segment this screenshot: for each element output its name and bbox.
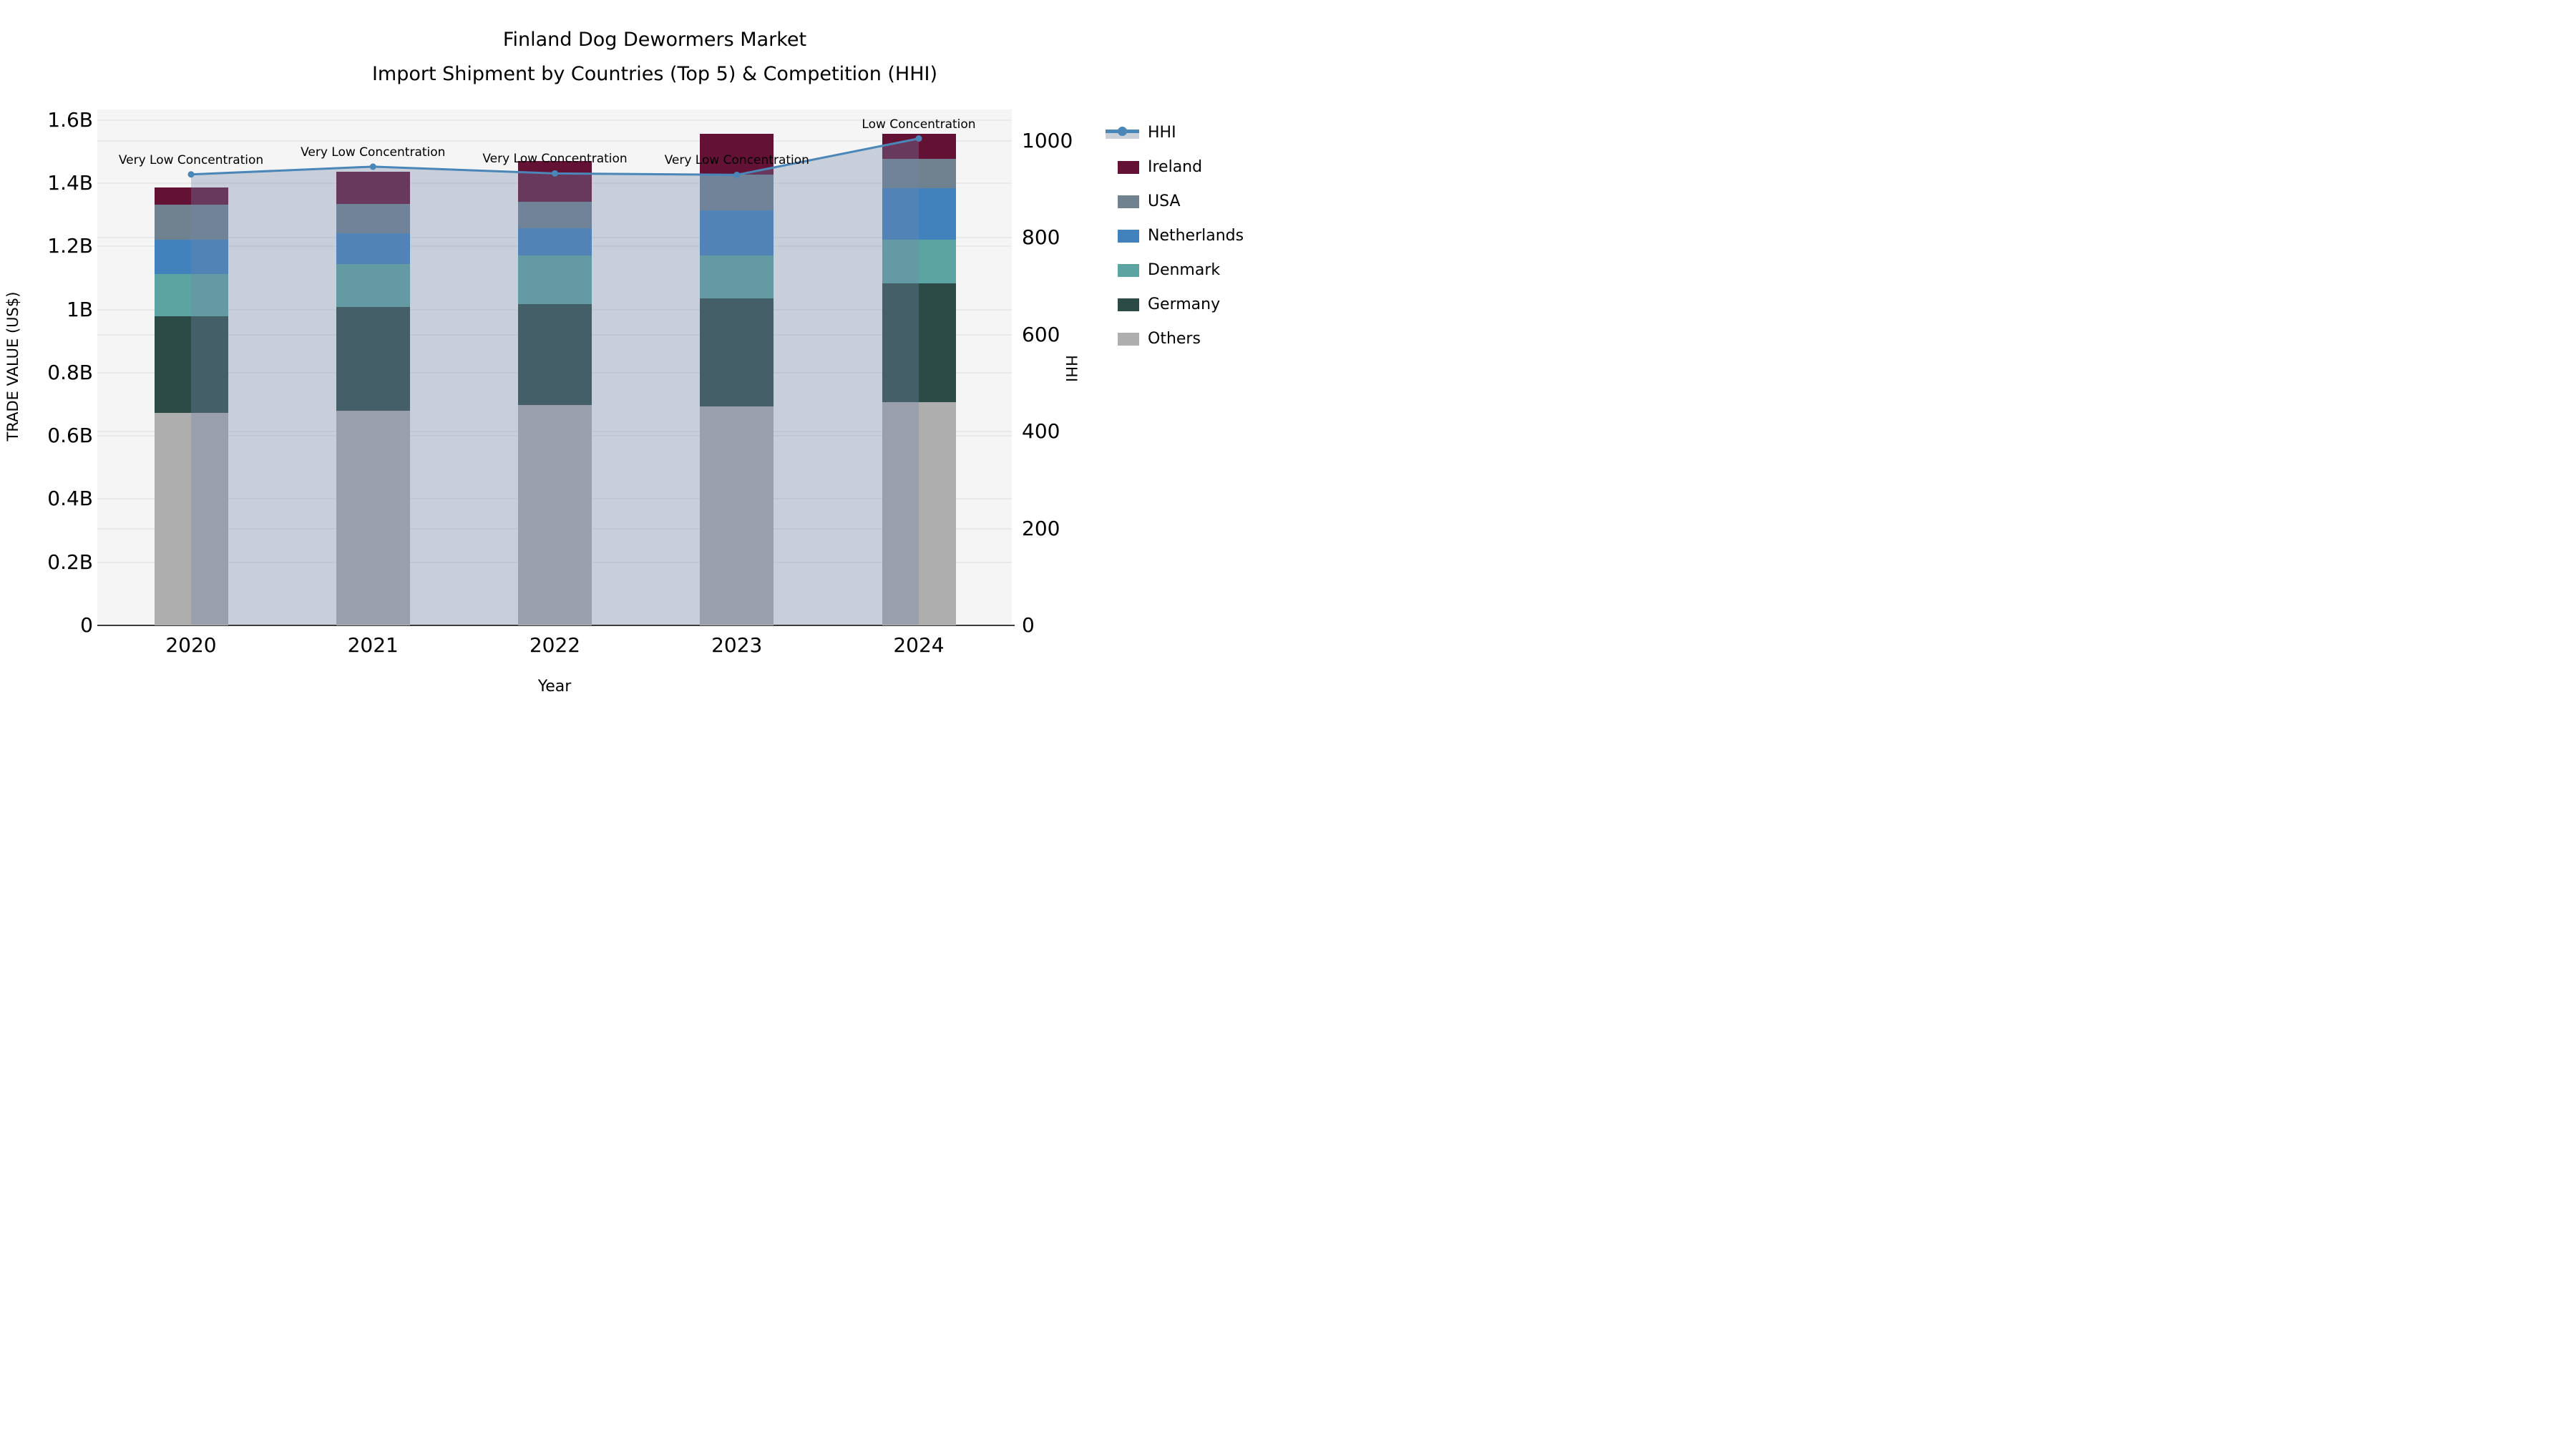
bar-2021-germany — [336, 306, 410, 411]
y-axis-title-right: HHI — [1063, 355, 1080, 382]
y-right-tick-label: 200 — [1022, 516, 1060, 540]
bar-2020-denmark — [154, 274, 228, 317]
concentration-annotation-2024: Low Concentration — [862, 117, 976, 132]
usa-swatch-icon — [1118, 195, 1139, 208]
concentration-annotation-2022: Very Low Concentration — [482, 152, 628, 167]
bar-2024-usa — [882, 159, 956, 188]
bar-2022-others — [518, 404, 592, 625]
legend-label-germany: Germany — [1148, 296, 1221, 313]
y-right-tick-label: 1000 — [1022, 129, 1073, 152]
legend-label-usa: USA — [1148, 192, 1181, 210]
bar-2023-netherlands — [700, 210, 774, 255]
legend-label-denmark: Denmark — [1148, 261, 1221, 279]
bar-2021-others — [336, 411, 410, 625]
bar-2020-usa — [154, 204, 228, 240]
y-right-tick-label: 600 — [1022, 322, 1060, 346]
bar-2023-germany — [700, 298, 774, 407]
bar-2024-netherlands — [882, 187, 956, 240]
concentration-annotation-2023: Very Low Concentration — [664, 153, 809, 168]
bar-2021-usa — [336, 204, 410, 233]
gridline-hhi — [97, 140, 1012, 142]
y-right-tick-label: 800 — [1022, 225, 1060, 250]
x-tick-label: 2023 — [711, 633, 763, 657]
bar-2021-netherlands — [336, 233, 410, 264]
chart-title-line2: Import Shipment by Countries (Top 5) & C… — [371, 63, 938, 85]
bar-2022-usa — [518, 202, 592, 229]
legend-label-netherlands: Netherlands — [1148, 227, 1244, 245]
bar-2022-denmark — [518, 255, 592, 304]
bar-2020-ireland — [154, 187, 228, 205]
bar-2020-germany — [154, 316, 228, 413]
denmark-swatch-icon — [1118, 264, 1139, 277]
legend-label-others: Others — [1148, 330, 1201, 348]
y-left-tick-label: 1.2B — [47, 234, 93, 258]
x-tick-label: 2021 — [347, 633, 399, 657]
y-left-tick-label: 0 — [80, 613, 93, 637]
x-axis-line — [97, 625, 1015, 626]
bar-2020-others — [154, 412, 228, 625]
netherlands-swatch-icon — [1118, 230, 1139, 243]
hhi-line-icon — [1106, 126, 1139, 140]
germany-swatch-icon — [1118, 298, 1139, 311]
bar-2023-denmark — [700, 255, 774, 299]
bar-2024-germany — [882, 283, 956, 403]
y-left-tick-label: 0.2B — [47, 550, 93, 574]
x-tick-label: 2024 — [893, 633, 945, 657]
ireland-swatch-icon — [1118, 161, 1139, 174]
bar-2022-germany — [518, 303, 592, 405]
legend-label-ireland: Ireland — [1148, 158, 1203, 176]
bar-2022-ireland — [518, 160, 592, 203]
y-left-tick-label: 1.4B — [47, 170, 93, 195]
x-tick-label: 2020 — [165, 633, 217, 657]
figure: Finland Dog Dewormers Market Import Ship… — [0, 0, 1288, 725]
bar-2023-others — [700, 406, 774, 625]
x-tick-label: 2022 — [529, 633, 581, 657]
y-right-tick-label: 400 — [1022, 419, 1060, 444]
concentration-annotation-2020: Very Low Concentration — [118, 152, 264, 167]
x-axis-title: Year — [537, 678, 572, 696]
bar-2023-usa — [700, 175, 774, 210]
y-left-tick-label: 1B — [66, 297, 93, 321]
y-left-tick-label: 1.6B — [47, 107, 93, 132]
y-left-tick-label: 0.6B — [47, 424, 93, 448]
bar-2024-others — [882, 402, 956, 625]
legend-label-hhi: HHI — [1148, 124, 1176, 142]
bar-2021-ireland — [336, 171, 410, 205]
bar-2020-netherlands — [154, 240, 228, 275]
chart-title-line1: Finland Dog Dewormers Market — [502, 29, 807, 51]
bar-2024-denmark — [882, 239, 956, 283]
bar-2021-denmark — [336, 263, 410, 307]
gridline-trade-value — [97, 119, 1012, 121]
bar-2024-ireland — [882, 134, 956, 160]
y-right-tick-label: 0 — [1022, 613, 1035, 637]
concentration-annotation-2021: Very Low Concentration — [301, 145, 446, 160]
others-swatch-icon — [1118, 333, 1139, 346]
y-left-tick-label: 0.4B — [47, 487, 93, 511]
y-left-tick-label: 0.8B — [47, 360, 93, 384]
bar-2022-netherlands — [518, 228, 592, 255]
